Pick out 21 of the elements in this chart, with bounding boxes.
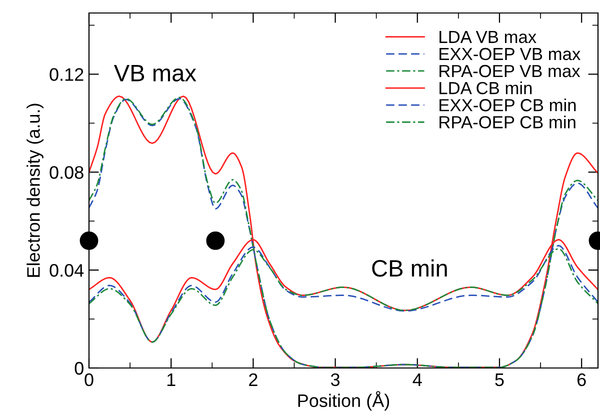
x-axis-title: Position (Å)	[298, 391, 390, 411]
x-tick-label: 6	[577, 373, 586, 386]
legend-label: RPA-OEP VB max	[440, 64, 580, 78]
y-tick-label: 0.12	[50, 68, 84, 81]
legend-label: LDA CB min	[440, 82, 532, 94]
x-tick-label: 1	[167, 374, 176, 386]
legend-label: RPA-OEP CB min	[440, 116, 576, 128]
x-tick-label: 2	[249, 373, 258, 386]
legend-label: EXX-OEP VB max	[440, 48, 580, 60]
y-axis-title: Electron density (a.u.)	[26, 104, 44, 277]
x-tick-label: 4	[412, 374, 422, 386]
legend-label: LDA VB max	[440, 31, 536, 44]
annotation: VB max	[114, 64, 196, 82]
annotation: CB min	[372, 259, 447, 277]
y-tick-label: 0.04	[50, 264, 84, 277]
x-tick-label: 5	[495, 374, 504, 386]
x-tick-label: 3	[330, 373, 340, 386]
legend-label: EXX-OEP CB min	[440, 98, 576, 112]
x-tick-label: 0	[84, 373, 94, 386]
y-tick-label: 0.08	[50, 166, 84, 179]
y-tick-label: 0	[74, 362, 84, 375]
